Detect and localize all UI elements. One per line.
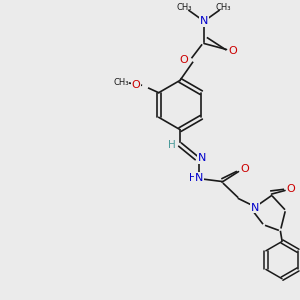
Text: CH₃: CH₃: [113, 78, 129, 87]
Text: CH₃: CH₃: [216, 3, 231, 12]
Text: O: O: [240, 164, 249, 174]
Text: N: N: [200, 16, 208, 26]
Text: N: N: [198, 153, 206, 163]
Text: O: O: [286, 184, 296, 194]
Text: O: O: [179, 55, 188, 65]
Text: O: O: [131, 80, 140, 90]
Text: O: O: [229, 46, 238, 56]
Text: H: H: [189, 172, 197, 183]
Text: CH₃: CH₃: [177, 3, 192, 12]
Text: N: N: [251, 202, 259, 213]
Text: H: H: [168, 140, 176, 150]
Text: N: N: [195, 172, 203, 183]
